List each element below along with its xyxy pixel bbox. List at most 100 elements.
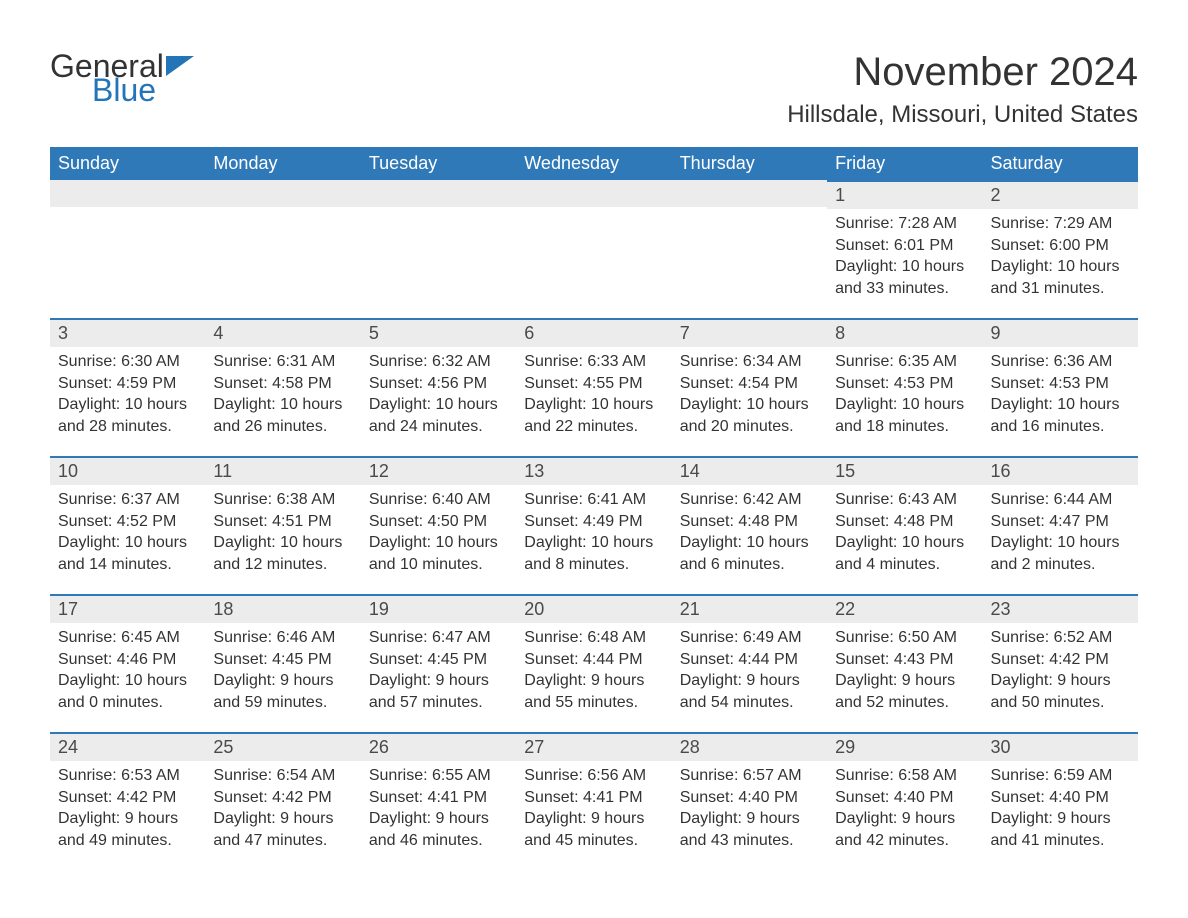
sunrise-line: Sunrise: 6:50 AM <box>835 627 974 649</box>
calendar-day-cell: 27Sunrise: 6:56 AMSunset: 4:41 PMDayligh… <box>516 732 671 870</box>
daylight-line: Daylight: 9 hours and 57 minutes. <box>369 670 508 713</box>
day-number: 4 <box>205 318 360 347</box>
day-details: Sunrise: 6:31 AMSunset: 4:58 PMDaylight:… <box>205 347 360 443</box>
day-details: Sunrise: 6:59 AMSunset: 4:40 PMDaylight:… <box>983 761 1138 857</box>
sunrise-line: Sunrise: 6:59 AM <box>991 765 1130 787</box>
sunrise-line: Sunrise: 6:54 AM <box>213 765 352 787</box>
day-number: 2 <box>983 180 1138 209</box>
sunset-line: Sunset: 4:53 PM <box>991 373 1130 395</box>
calendar-week-row: 3Sunrise: 6:30 AMSunset: 4:59 PMDaylight… <box>50 318 1138 456</box>
calendar-body: 1Sunrise: 7:28 AMSunset: 6:01 PMDaylight… <box>50 180 1138 870</box>
daylight-line: Daylight: 9 hours and 52 minutes. <box>835 670 974 713</box>
calendar-day-cell: 24Sunrise: 6:53 AMSunset: 4:42 PMDayligh… <box>50 732 205 870</box>
calendar-week-row: 10 Sunrise: 6:37 AMSunset: 4:52 PM Dayligh… <box>50 456 1138 594</box>
day-details: Sunrise: 6:41 AMSunset: 4:49 PMDaylight:… <box>516 485 671 581</box>
calendar-day-cell: 17Sunrise: 6:45 AMSunset: 4:46 PMDayligh… <box>50 594 205 732</box>
daylight-line: Daylight: 10 hours and 22 minutes. <box>524 394 663 437</box>
calendar-day-cell: 8Sunrise: 6:35 AMSunset: 4:53 PMDaylight… <box>827 318 982 456</box>
calendar-day-cell: 19Sunrise: 6:47 AMSunset: 4:45 PMDayligh… <box>361 594 516 732</box>
day-details: Sunrise: 6:47 AMSunset: 4:45 PMDaylight:… <box>361 623 516 719</box>
sunrise-line: Sunrise: 6:45 AM <box>58 627 197 649</box>
sunset-line: Sunset: 4:43 PM <box>835 649 974 671</box>
sunset-line: Sunset: 4:48 PM <box>680 511 819 533</box>
daylight-line: Daylight: 10 hours and 6 minutes. <box>680 532 819 575</box>
title-block: November 2024 Hillsdale, Missouri, Unite… <box>787 50 1138 139</box>
day-number: 8 <box>827 318 982 347</box>
daylight-line: Daylight: 10 hours and 2 minutes. <box>991 532 1130 575</box>
day-details: Sunrise: 6:54 AMSunset: 4:42 PMDaylight:… <box>205 761 360 857</box>
day-details: Sunrise: 7:28 AMSunset: 6:01 PMDaylight:… <box>827 209 982 305</box>
day-number: 13 <box>516 456 671 485</box>
daylight-line: Daylight: 10 hours and 26 minutes. <box>213 394 352 437</box>
calendar-day-cell: 30Sunrise: 6:59 AMSunset: 4:40 PMDayligh… <box>983 732 1138 870</box>
day-number: 6 <box>516 318 671 347</box>
calendar-day-cell: 28Sunrise: 6:57 AMSunset: 4:40 PMDayligh… <box>672 732 827 870</box>
weekday-header: Sunday <box>50 147 205 180</box>
calendar-day-cell: 1Sunrise: 7:28 AMSunset: 6:01 PMDaylight… <box>827 180 982 318</box>
daylight-line: Daylight: 9 hours and 41 minutes. <box>991 808 1130 851</box>
day-number: 10 <box>50 456 205 485</box>
sunset-line: Sunset: 4:58 PM <box>213 373 352 395</box>
daylight-line: Daylight: 10 hours and 20 minutes. <box>680 394 819 437</box>
sunset-line: Sunset: 4:49 PM <box>524 511 663 533</box>
day-number: 30 <box>983 732 1138 761</box>
calendar-day-cell: 23Sunrise: 6:52 AMSunset: 4:42 PMDayligh… <box>983 594 1138 732</box>
sunrise-line: Sunrise: 6:32 AM <box>369 351 508 373</box>
day-number: 25 <box>205 732 360 761</box>
daylight-line: Daylight: 10 hours and 0 minutes. <box>58 670 197 713</box>
day-number: 21 <box>672 594 827 623</box>
logo-text: General Blue <box>50 50 194 106</box>
sunset-line: Sunset: 4:40 PM <box>991 787 1130 809</box>
day-number: 7 <box>672 318 827 347</box>
sunset-line: Sunset: 4:59 PM <box>58 373 197 395</box>
calendar-day-cell <box>50 180 205 318</box>
sunrise-line: Sunrise: 6:33 AM <box>524 351 663 373</box>
day-number: 9 <box>983 318 1138 347</box>
daylight-line: Daylight: 9 hours and 54 minutes. <box>680 670 819 713</box>
day-number-empty <box>205 180 360 207</box>
sunset-line: Sunset: 4:42 PM <box>58 787 197 809</box>
sunset-line: Sunset: 4:51 PM <box>213 511 352 533</box>
calendar-day-cell: 15Sunrise: 6:43 AMSunset: 4:48 PMDayligh… <box>827 456 982 594</box>
day-details: Sunrise: 6:48 AMSunset: 4:44 PMDaylight:… <box>516 623 671 719</box>
day-number-empty <box>516 180 671 207</box>
sunrise-line: Sunrise: 6:40 AM <box>369 489 508 511</box>
calendar-day-cell: 29Sunrise: 6:58 AMSunset: 4:40 PMDayligh… <box>827 732 982 870</box>
sunset-line: Sunset: 4:48 PM <box>835 511 974 533</box>
calendar-day-cell: 20Sunrise: 6:48 AMSunset: 4:44 PMDayligh… <box>516 594 671 732</box>
day-details: Sunrise: 6:45 AMSunset: 4:46 PMDaylight:… <box>50 623 205 719</box>
daylight-line: Daylight: 10 hours and 31 minutes. <box>991 256 1130 299</box>
day-details: Sunrise: 6:32 AMSunset: 4:56 PMDaylight:… <box>361 347 516 443</box>
calendar-week-row: 17Sunrise: 6:45 AMSunset: 4:46 PMDayligh… <box>50 594 1138 732</box>
day-number: 5 <box>361 318 516 347</box>
day-details: Sunrise: 6:52 AMSunset: 4:42 PMDaylight:… <box>983 623 1138 719</box>
calendar-day-cell: 25Sunrise: 6:54 AMSunset: 4:42 PMDayligh… <box>205 732 360 870</box>
calendar-day-cell: 2Sunrise: 7:29 AMSunset: 6:00 PMDaylight… <box>983 180 1138 318</box>
sunset-line: Sunset: 4:52 PM <box>58 511 197 533</box>
calendar-day-cell <box>516 180 671 318</box>
daylight-line: Daylight: 10 hours and 16 minutes. <box>991 394 1130 437</box>
day-details: Sunrise: 6:55 AMSunset: 4:41 PMDaylight:… <box>361 761 516 857</box>
day-details: Sunrise: 6:30 AMSunset: 4:59 PMDaylight:… <box>50 347 205 443</box>
day-number-empty <box>672 180 827 207</box>
weekday-header: Wednesday <box>516 147 671 180</box>
day-number-empty <box>361 180 516 207</box>
sunset-line: Sunset: 4:41 PM <box>369 787 508 809</box>
sunset-line: Sunset: 4:45 PM <box>369 649 508 671</box>
sunrise-line: Sunrise: 7:29 AM <box>991 213 1130 235</box>
sunrise-line: Sunrise: 6:37 AM <box>58 489 197 511</box>
day-details: Sunrise: 6:46 AMSunset: 4:45 PMDaylight:… <box>205 623 360 719</box>
calendar-day-cell: 9Sunrise: 6:36 AMSunset: 4:53 PMDaylight… <box>983 318 1138 456</box>
daylight-line: Daylight: 10 hours and 33 minutes. <box>835 256 974 299</box>
daylight-line: Daylight: 9 hours and 46 minutes. <box>369 808 508 851</box>
daylight-line: Daylight: 9 hours and 55 minutes. <box>524 670 663 713</box>
sunrise-line: Sunrise: 6:46 AM <box>213 627 352 649</box>
calendar-day-cell: 10Sunrise: 6:37 AMSunset: 4:52 PMDayligh… <box>50 456 205 594</box>
sunrise-line: Sunrise: 6:49 AM <box>680 627 819 649</box>
day-number: 1 <box>827 180 982 209</box>
day-number: 19 <box>361 594 516 623</box>
day-number: 17 <box>50 594 205 623</box>
day-details: Sunrise: 6:57 AMSunset: 4:40 PMDaylight:… <box>672 761 827 857</box>
calendar-day-cell: 22Sunrise: 6:50 AMSunset: 4:43 PMDayligh… <box>827 594 982 732</box>
daylight-line: Daylight: 9 hours and 42 minutes. <box>835 808 974 851</box>
